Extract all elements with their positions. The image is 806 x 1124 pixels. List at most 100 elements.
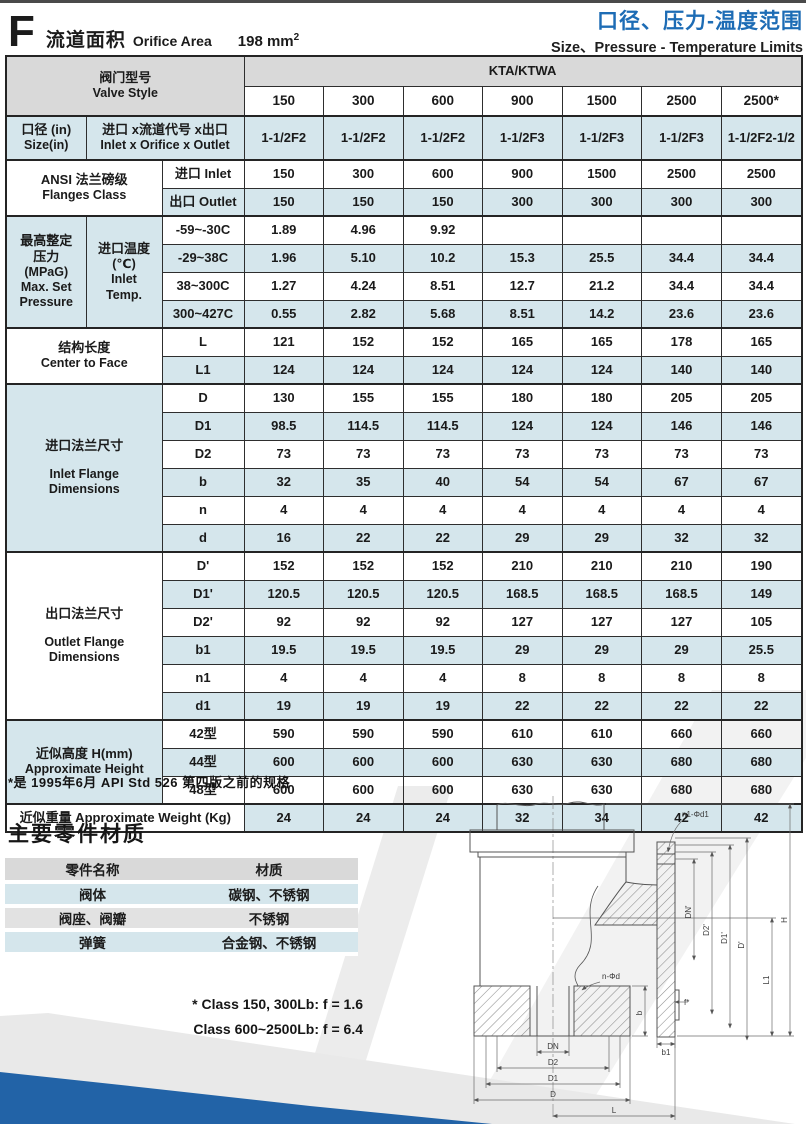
dim-sublabel: n	[161, 495, 245, 525]
value-cell: 22	[482, 691, 563, 721]
value-cell: 152	[323, 551, 404, 581]
dim-label-d1: D1	[548, 1074, 559, 1083]
value-cell: 300	[721, 187, 803, 217]
value-cell: 32	[721, 523, 803, 553]
value-cell: 210	[561, 551, 643, 581]
value-cell: 600	[243, 747, 325, 777]
ansi-outlet-row: 出口 Outlet 150 150 150 300 300 300 300	[6, 187, 803, 217]
pressure-row: 38~300C 1.27 4.24 8.51 12.7 21.2 34.4 34.4	[6, 271, 803, 301]
value-cell: 127	[641, 607, 723, 637]
value-cell: 152	[323, 327, 404, 357]
value-cell: 600	[323, 775, 404, 805]
value-cell: 300	[641, 187, 723, 217]
value-cell: 150	[402, 187, 484, 217]
value-cell: 34.4	[721, 243, 803, 273]
value-cell: 8.51	[402, 271, 484, 301]
value-cell: 590	[323, 719, 404, 749]
inlet-flange-row: 进口法兰尺寸 Inlet Flange Dimensions D 130 155 1…	[5, 383, 803, 553]
value-cell: 19	[323, 691, 404, 721]
value-cell: 32	[243, 467, 325, 497]
dim-sublabel: L	[161, 327, 245, 357]
dim-label-l1: L1	[762, 975, 771, 984]
value-cell: 300	[482, 187, 563, 217]
value-cell: 121	[243, 327, 325, 357]
model-sublabel: 42型	[161, 719, 245, 749]
spec-table: 阀门型号 Valve Style KTA/KTWA 150 300 600 900 15…	[5, 55, 803, 833]
dim-label-b: b	[635, 1010, 644, 1015]
value-cell: 92	[323, 607, 404, 637]
page-title-cn: 口径、压力-温度范围	[597, 10, 803, 33]
value-cell: 8	[482, 663, 563, 693]
outlet-sublabel: 出口 Outlet	[161, 187, 245, 217]
value-cell: 29	[561, 635, 643, 665]
value-cell: 73	[402, 439, 484, 469]
value-cell: 120.5	[323, 579, 404, 609]
value-cell: 1-1/2F3	[641, 115, 723, 161]
value-cell: 168.5	[641, 579, 723, 609]
value-cell: 120.5	[243, 579, 325, 609]
value-cell: 165	[721, 327, 803, 357]
section-letter: F	[8, 7, 36, 56]
value-cell: 67	[641, 467, 723, 497]
value-cell: 0.55	[243, 299, 325, 329]
value-cell: 124	[482, 355, 563, 385]
value-cell: 14.2	[561, 299, 643, 329]
value-cell: 600	[402, 775, 484, 805]
value-cell: 155	[323, 383, 404, 413]
value-cell: 124	[243, 355, 325, 385]
materials-row: 阀座、阀瓣 不锈钢	[5, 906, 358, 932]
value-cell: 114.5	[402, 411, 484, 441]
dim-label-b1: b1	[662, 1048, 671, 1057]
outlet-flange-row: D1' 120.5 120.5 120.5 168.5 168.5 168.5 149	[6, 579, 803, 609]
value-cell: 178	[641, 327, 723, 357]
outlet-flange-label: 出口法兰尺寸 Outlet Flange Dimensions	[5, 551, 163, 721]
pressure-row: 最高整定 压力 (MPaG) Max. Set Pressure 进口温度 (℃…	[5, 215, 803, 329]
inlet-flange-label: 进口法兰尺寸 Inlet Flange Dimensions	[5, 383, 163, 553]
value-cell: 180	[482, 383, 563, 413]
dim-sublabel: b1	[161, 635, 245, 665]
value-cell: 4	[721, 495, 803, 525]
weight-row: 近似重量 Approximate Weight (Kg) 24 24 24 32 34 4…	[5, 803, 803, 833]
value-cell: 4	[323, 495, 404, 525]
value-cell: 4.24	[323, 271, 404, 301]
value-cell: 600	[402, 85, 484, 117]
technical-drawing: n1-Φd1 DN' D2' D1' D' L1 H b b1 f* n-Φd …	[469, 796, 794, 1120]
value-cell: 9.92	[402, 215, 484, 245]
orifice-code-label: 进口 x流道代号 x出口 Inlet x Orifice x Outlet	[85, 115, 245, 161]
value-cell: 92	[402, 607, 484, 637]
approx-height-label: 近似高度 H(mm) Approximate Height	[5, 719, 163, 805]
value-cell: 300	[323, 85, 404, 117]
valve-body-outline	[469, 796, 680, 1120]
value-cell: 73	[561, 439, 643, 469]
table-footnote: *是 1995年6月 API Std 526 第四版之前的规格	[8, 775, 291, 790]
value-cell: 630	[482, 747, 563, 777]
temp-range-label: -59~-30C	[161, 215, 245, 245]
value-cell: 73	[482, 439, 563, 469]
value-cell: 22	[323, 523, 404, 553]
valve-style-cn: 阀门型号	[99, 70, 152, 86]
value-cell: 2500*	[721, 85, 803, 117]
value-cell: 900	[482, 159, 563, 189]
value-cell: 24	[402, 803, 484, 833]
value-cell: 4	[482, 495, 563, 525]
value-cell: 8	[641, 663, 723, 693]
value-cell: 24	[323, 803, 404, 833]
dim-label-nd: n-Φd	[602, 972, 620, 981]
class-header-row: 150 300 600 900 1500 2500 2500*	[6, 85, 803, 117]
materials-title: 主要零件材质	[8, 823, 146, 846]
page-title-en: Size、Pressure - Temperature Limits	[551, 40, 803, 56]
value-cell: 190	[721, 551, 803, 581]
value-cell: 29	[482, 635, 563, 665]
size-row: 口径 (in) Size(in) 进口 x流道代号 x出口 Inlet x Or…	[5, 115, 803, 161]
value-cell: 1-1/2F2-1/2	[721, 115, 803, 161]
value-cell: 阀座、阀瓣	[5, 906, 180, 932]
value-cell: 19	[243, 691, 325, 721]
value-cell: 8	[721, 663, 803, 693]
outlet-flange-row: d1 19 19 19 22 22 22 22	[6, 691, 803, 721]
value-cell: 590	[243, 719, 325, 749]
value-cell: 610	[482, 719, 563, 749]
value-cell: 8.51	[482, 299, 563, 329]
dimension-lines	[473, 803, 794, 1120]
temp-range-label: 38~300C	[161, 271, 245, 301]
